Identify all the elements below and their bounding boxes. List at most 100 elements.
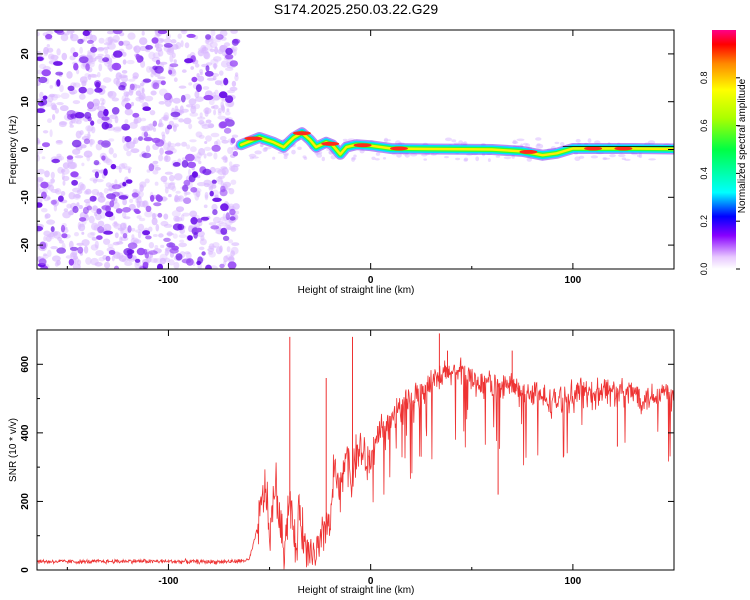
noise-blob <box>91 169 101 174</box>
noise-blob <box>160 175 168 183</box>
noise-blob <box>164 182 172 189</box>
noise-blob <box>163 237 171 242</box>
noise-blob <box>56 247 66 254</box>
noise-blob <box>142 200 149 208</box>
noise-blob <box>72 205 79 214</box>
y-tick-label: 600 <box>20 356 31 373</box>
noise-blob <box>129 198 134 203</box>
halo-blob <box>351 156 356 162</box>
noise-blob <box>219 70 224 76</box>
noise-blob <box>104 261 111 269</box>
noise-blob <box>69 91 76 95</box>
noise-blob <box>180 30 188 35</box>
noise-blob <box>97 47 105 51</box>
noise-blob <box>197 182 206 187</box>
noise-blob <box>113 221 118 225</box>
noise-blob <box>204 141 208 144</box>
noise-blob <box>142 200 148 207</box>
noise-blob <box>166 48 175 56</box>
noise-blob <box>144 95 154 102</box>
noise-blob <box>122 51 127 57</box>
noise-blob <box>190 105 197 114</box>
noise-blob <box>42 142 50 148</box>
noise-blob <box>37 31 40 37</box>
noise-blob <box>157 49 164 57</box>
noise-blob <box>164 186 169 194</box>
noise-blob <box>158 118 163 126</box>
noise-blob <box>68 258 75 266</box>
noise-blob <box>50 226 55 233</box>
noise-blob <box>206 152 213 157</box>
noise-blob <box>96 118 103 124</box>
noise-blob <box>173 59 177 64</box>
noise-blob <box>152 127 157 132</box>
noise-blob <box>122 198 127 206</box>
halo-blob <box>263 147 268 151</box>
noise-blob <box>198 160 202 165</box>
noise-blob <box>60 191 66 196</box>
noise-blob <box>80 144 87 149</box>
noise-blob <box>177 33 182 39</box>
noise-blob <box>214 89 219 96</box>
noise-blob <box>86 205 93 211</box>
noise-blob <box>82 30 91 37</box>
noise-blob <box>203 153 207 159</box>
noise-blob <box>194 63 200 68</box>
noise-blob <box>229 208 236 216</box>
noise-blob <box>195 131 203 138</box>
noise-blob <box>139 184 144 192</box>
noise-blob <box>163 213 169 220</box>
noise-blob <box>107 42 116 50</box>
noise-blob <box>126 141 135 149</box>
noise-blob <box>187 161 197 169</box>
noise-blob <box>61 175 70 182</box>
noise-blob <box>198 134 205 139</box>
halo-blob <box>475 156 480 162</box>
noise-blob <box>227 239 234 244</box>
noise-blob <box>84 111 92 119</box>
noise-blob <box>88 138 95 145</box>
noise-blob <box>137 231 142 239</box>
x-tick-label: 100 <box>565 275 582 286</box>
noise-blob <box>37 56 44 61</box>
noise-blob <box>94 87 103 93</box>
noise-blob <box>163 38 172 44</box>
noise-blob <box>190 146 197 153</box>
noise-blob <box>79 183 86 191</box>
noise-blob <box>139 37 148 45</box>
noise-blob <box>94 262 103 267</box>
noise-blob <box>141 30 145 36</box>
noise-blob <box>97 195 106 203</box>
noise-blob <box>47 118 52 124</box>
noise-blob <box>125 179 133 184</box>
noise-blob <box>154 181 159 186</box>
noise-blob <box>170 39 177 44</box>
noise-blob <box>225 67 234 71</box>
noise-blob <box>169 174 175 182</box>
halo-blob <box>302 155 307 159</box>
noise-blob <box>123 97 131 102</box>
noise-blob <box>214 140 219 147</box>
halo-blob <box>516 138 525 142</box>
noise-blob <box>164 249 169 256</box>
noise-blob <box>127 225 132 233</box>
noise-blob <box>52 114 56 121</box>
noise-blob <box>60 224 66 233</box>
noise-blob <box>75 130 82 139</box>
noise-blob <box>210 58 219 65</box>
noise-blob <box>133 46 137 51</box>
noise-blob <box>178 118 185 123</box>
halo-blob <box>455 157 461 161</box>
noise-blob <box>113 77 120 85</box>
snr-plot-area <box>37 333 674 570</box>
noise-blob <box>175 253 183 261</box>
noise-blob <box>87 50 92 54</box>
noise-blob <box>230 227 237 232</box>
noise-blob <box>160 220 169 227</box>
noise-blob <box>37 182 40 188</box>
noise-blob <box>173 77 178 82</box>
noise-blob <box>151 217 158 226</box>
noise-blob <box>161 134 166 140</box>
hotspot <box>321 141 340 146</box>
noise-blob <box>73 62 79 71</box>
